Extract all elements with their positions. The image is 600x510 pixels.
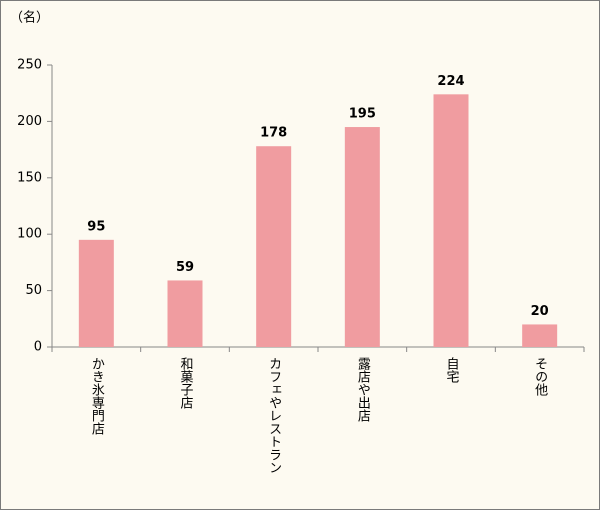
data-label: 59 xyxy=(176,260,194,275)
data-label: 178 xyxy=(260,126,287,141)
x-tick-label: カフェやレストラン xyxy=(266,357,282,474)
x-tick-label: 自宅 xyxy=(444,357,460,383)
x-tick-label: 和菓子店 xyxy=(178,357,194,409)
y-tick-label: 0 xyxy=(34,340,42,355)
data-label: 20 xyxy=(531,304,549,319)
x-tick-label: かき氷専門店 xyxy=(89,357,105,435)
unit-label: （名） xyxy=(10,10,49,26)
bar xyxy=(256,146,292,347)
y-tick-label: 150 xyxy=(17,170,42,185)
x-tick-label: その他 xyxy=(532,357,548,397)
bar xyxy=(433,94,469,347)
bar xyxy=(522,324,558,347)
data-label: 95 xyxy=(87,219,105,234)
bar xyxy=(78,239,114,347)
y-tick-label: 200 xyxy=(17,114,42,129)
y-tick-label: 100 xyxy=(17,227,42,242)
bar xyxy=(167,280,203,347)
bar xyxy=(344,127,380,347)
data-label: 195 xyxy=(349,107,376,122)
y-tick-label: 50 xyxy=(25,283,42,298)
y-tick-label: 250 xyxy=(17,58,42,73)
data-label: 224 xyxy=(437,74,464,89)
x-tick-label: 露店や出店 xyxy=(355,357,371,422)
